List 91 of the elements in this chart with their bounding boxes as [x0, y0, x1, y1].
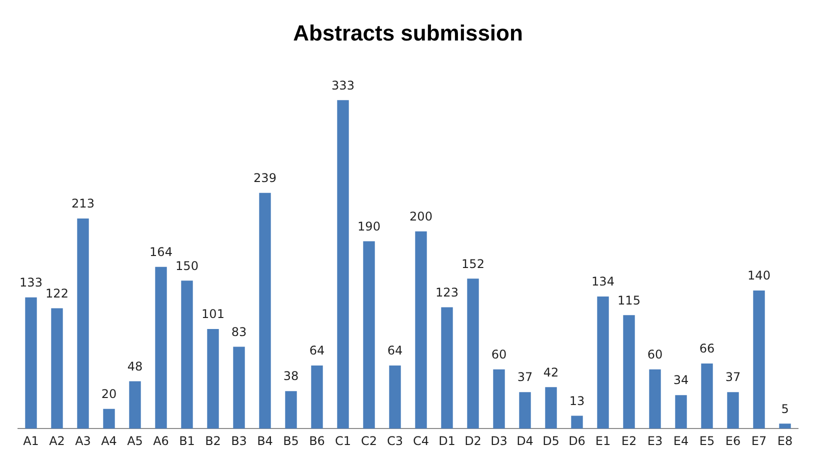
data-label: 64: [309, 344, 325, 358]
x-tick-label: D1: [438, 434, 456, 448]
bar: [519, 392, 531, 429]
data-label: 115: [618, 293, 640, 308]
bar: [649, 369, 661, 429]
x-tick-label: E3: [647, 434, 663, 448]
x-tick-label: A2: [49, 434, 65, 448]
data-label: 83: [231, 324, 247, 339]
bar: [155, 266, 167, 429]
data-label: 48: [127, 359, 143, 374]
x-tick-label: B2: [205, 434, 221, 448]
data-label: 150: [176, 258, 198, 273]
bar: [259, 192, 271, 429]
bar: [415, 231, 427, 429]
data-label: 190: [358, 219, 380, 234]
data-label: 101: [202, 307, 224, 322]
x-tick-label: B5: [283, 434, 299, 448]
x-tick-label: C3: [386, 434, 404, 448]
bar: [363, 241, 375, 429]
x-tick-label: C2: [360, 434, 378, 448]
data-label: 5: [781, 402, 789, 416]
x-tick-label: B1: [179, 434, 195, 448]
x-tick-label: A4: [101, 434, 117, 448]
x-tick-label: D2: [464, 434, 482, 448]
data-label: 38: [283, 369, 299, 384]
data-label: 20: [101, 387, 117, 401]
x-tick-label: A3: [75, 434, 91, 448]
data-label: 133: [20, 276, 42, 290]
x-tick-label: C4: [412, 434, 430, 448]
bar: [441, 307, 453, 429]
bar: [181, 280, 193, 429]
chart-title: Abstracts submission: [293, 20, 523, 46]
x-tick-label: D6: [568, 434, 586, 448]
bar: [285, 391, 297, 429]
bar: [311, 365, 323, 429]
data-label: 239: [254, 171, 276, 186]
data-label: 60: [491, 348, 507, 362]
data-label: 152: [462, 256, 484, 271]
x-tick-label: E5: [699, 434, 715, 448]
bar: [545, 387, 557, 429]
x-tick-label: A1: [23, 434, 39, 448]
bar: [675, 395, 687, 429]
x-tick-label: A5: [127, 434, 143, 448]
bar: [207, 328, 219, 429]
data-label: 134: [592, 274, 614, 289]
bar: [467, 278, 479, 429]
bar: [103, 408, 115, 429]
bar: [389, 365, 401, 429]
x-tick-label: E2: [621, 434, 637, 448]
bar: [129, 381, 141, 429]
data-label: 213: [72, 196, 94, 211]
x-tick-label: E8: [777, 434, 793, 448]
data-label: 122: [46, 286, 68, 300]
data-label: 333: [332, 78, 354, 92]
x-tick-label: D5: [542, 434, 560, 448]
bar: [779, 424, 791, 429]
bar: [701, 364, 713, 429]
x-tick-label: D4: [516, 434, 534, 448]
x-tick-label: C1: [334, 434, 352, 448]
x-tick-label: D3: [490, 434, 508, 448]
data-label: 34: [673, 373, 689, 388]
data-label: 60: [647, 348, 663, 362]
bar: [571, 416, 583, 429]
bar: [337, 100, 349, 429]
bar: [25, 297, 37, 429]
data-label: 164: [150, 244, 172, 259]
data-label: 64: [387, 344, 403, 358]
x-tick-label: E7: [751, 434, 767, 448]
x-tick-label: E1: [595, 434, 611, 448]
bar: [753, 290, 765, 429]
data-label: 66: [699, 342, 715, 356]
data-label: 37: [517, 370, 533, 384]
bar: [727, 392, 739, 429]
x-tick-label: B6: [309, 434, 325, 448]
data-label: 140: [748, 268, 770, 283]
data-label: 200: [410, 209, 432, 224]
x-tick-label: A6: [153, 434, 169, 448]
x-tick-label: B3: [231, 434, 247, 448]
x-tick-label: E6: [725, 434, 741, 448]
bar: [233, 346, 245, 429]
data-label: 42: [543, 365, 559, 380]
data-label: 37: [725, 370, 741, 384]
bar: [77, 218, 89, 429]
data-label: 13: [569, 394, 585, 408]
x-tick-label: B4: [257, 434, 273, 448]
x-tick-label: E4: [673, 434, 689, 448]
bar: [623, 315, 635, 429]
bar: [493, 369, 505, 429]
data-label: 123: [436, 285, 458, 300]
bar: [597, 296, 609, 429]
bar: [51, 308, 63, 429]
